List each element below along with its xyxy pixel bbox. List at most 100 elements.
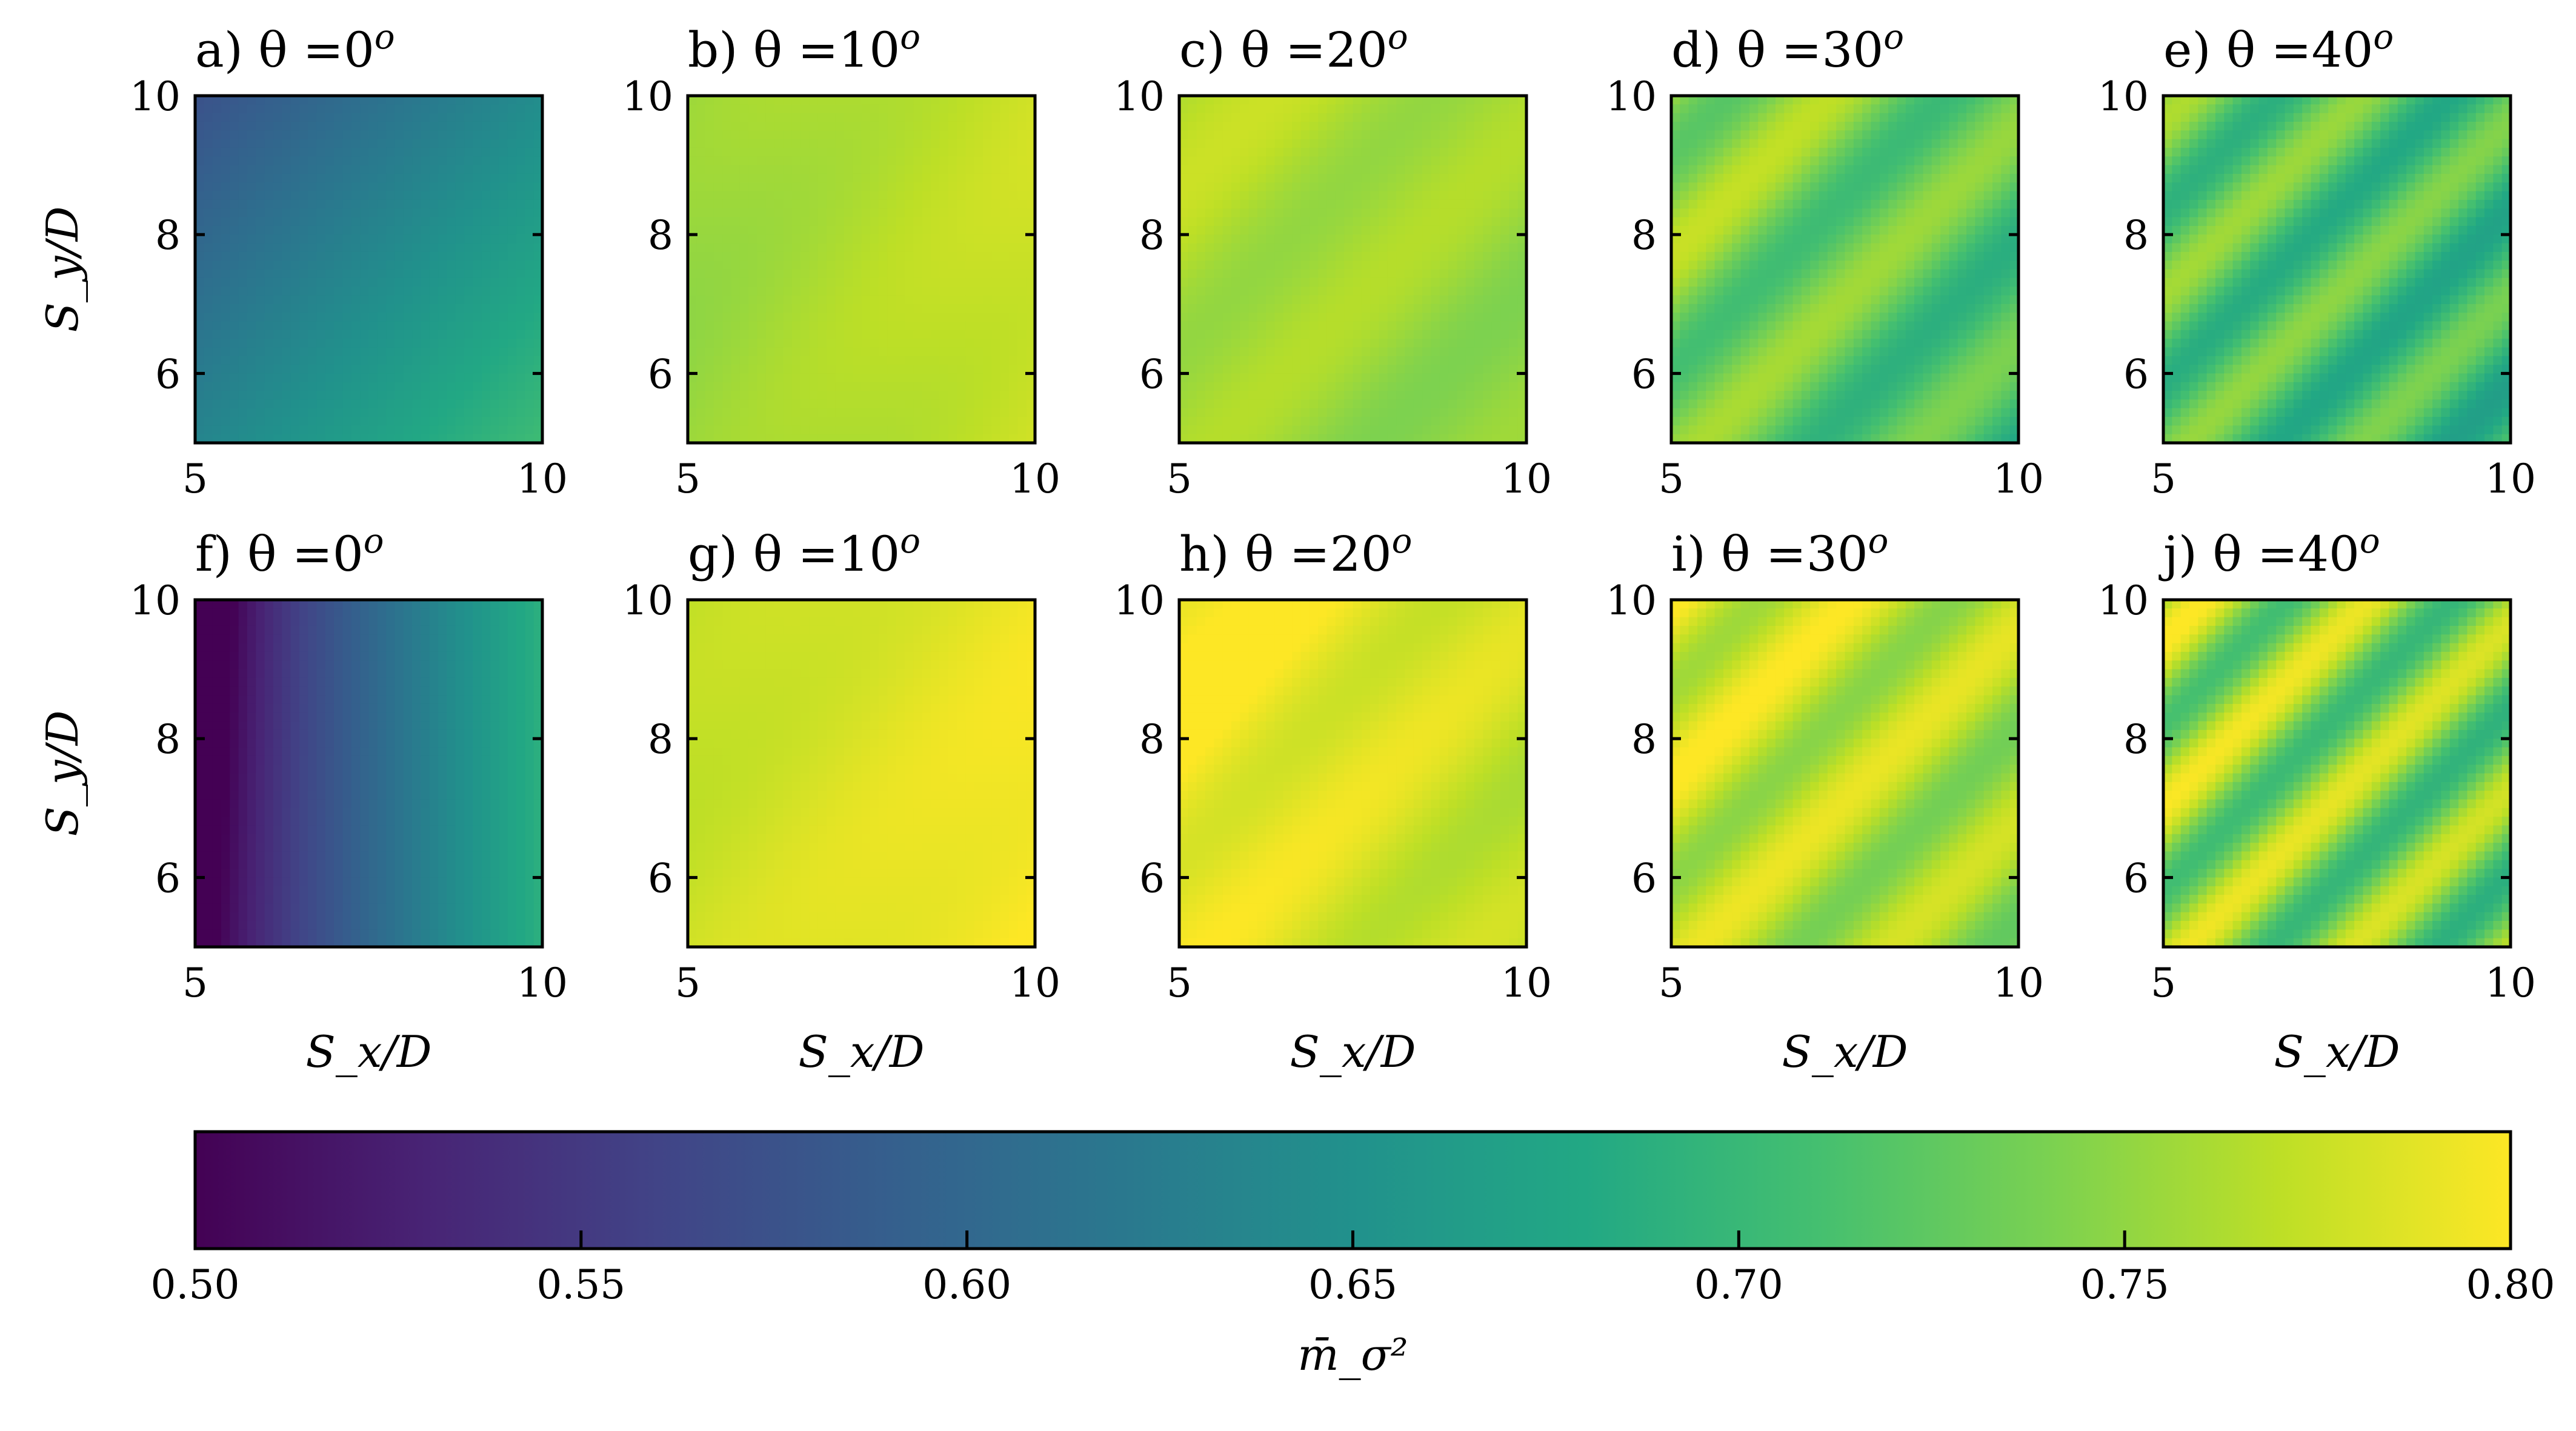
heatmap-cell [1500, 165, 1509, 174]
heatmap-cell [705, 356, 714, 365]
heatmap-cell [783, 408, 793, 417]
heatmap-cell [731, 408, 741, 417]
heatmap-cell [299, 225, 308, 235]
heatmap-cell [791, 121, 801, 131]
heatmap-cell [238, 339, 248, 348]
heatmap-cell [403, 139, 413, 148]
heatmap-cell [525, 243, 534, 253]
heatmap-cell [1292, 399, 1302, 409]
heatmap-cell [1387, 287, 1397, 296]
heatmap-cell [739, 139, 749, 148]
heatmap-cell [264, 121, 274, 131]
heatmap-cell [870, 165, 879, 174]
heatmap-cell [1680, 130, 1689, 140]
heatmap-cell [1026, 313, 1036, 322]
heatmap-cell [238, 330, 248, 339]
heatmap-cell [948, 251, 957, 261]
heatmap-cell [1370, 130, 1380, 140]
heatmap-cell [1483, 156, 1493, 166]
heatmap-cell [1688, 425, 1698, 435]
heatmap-cell [1671, 156, 1680, 166]
heatmap-cell [1370, 225, 1380, 235]
heatmap-cell [809, 96, 819, 105]
heatmap-cell [1231, 365, 1240, 374]
heatmap-cell [1196, 251, 1206, 261]
heatmap-cell [221, 417, 230, 426]
heatmap-cell [791, 182, 801, 192]
heatmap-cell [957, 382, 966, 391]
heatmap-cell [325, 382, 334, 391]
heatmap-cell [991, 156, 1001, 166]
heatmap-cell [1344, 277, 1354, 287]
heatmap-cell [507, 156, 517, 166]
heatmap-cell [1697, 139, 1706, 148]
heatmap-cell [879, 234, 888, 244]
heatmap-cell [748, 321, 758, 331]
heatmap-cell [1266, 199, 1276, 209]
heatmap-cell [377, 225, 387, 235]
heatmap-cell [412, 321, 422, 331]
heatmap-cell [939, 147, 949, 157]
heatmap-cell [516, 408, 525, 417]
heatmap-cell [342, 277, 352, 287]
heatmap-cell [1214, 225, 1223, 235]
heatmap-cell [1292, 234, 1302, 244]
heatmap-cell [421, 225, 430, 235]
heatmap-cell [1318, 321, 1328, 331]
heatmap-cell [939, 277, 949, 287]
heatmap-cell [204, 269, 213, 279]
heatmap-cell [722, 391, 732, 400]
heatmap-cell [1309, 434, 1319, 443]
heatmap-cell [1205, 104, 1214, 114]
heatmap-cell [1248, 269, 1258, 279]
heatmap-cell [991, 287, 1001, 296]
heatmap-cell [1387, 208, 1397, 218]
heatmap-cell [1500, 208, 1509, 218]
heatmap-cell [247, 287, 256, 296]
heatmap-cell [377, 408, 387, 417]
heatmap-cell [221, 243, 230, 253]
heatmap-cell [1491, 330, 1501, 339]
heatmap-cell [351, 382, 361, 391]
heatmap-cell [1257, 295, 1266, 305]
heatmap-cell [965, 261, 975, 270]
heatmap-cell [905, 295, 914, 305]
heatmap-cell [1474, 208, 1483, 218]
heatmap-cell [1500, 261, 1509, 270]
heatmap-cell [1326, 356, 1336, 365]
heatmap-cell [887, 217, 897, 227]
heatmap-cell [447, 225, 456, 235]
heatmap-cell [368, 304, 378, 313]
heatmap-cell [870, 391, 879, 400]
heatmap-cell [705, 434, 714, 443]
heatmap-cell [264, 199, 274, 209]
heatmap-cell [1017, 295, 1027, 305]
heatmap-cell [800, 382, 810, 391]
heatmap-cell [887, 339, 897, 348]
heatmap-cell [1188, 156, 1197, 166]
heatmap-cell [230, 347, 239, 357]
heatmap-cell [1361, 199, 1371, 209]
heatmap-cell [490, 330, 499, 339]
heatmap-cell [499, 113, 508, 122]
heatmap-cell [1483, 434, 1493, 443]
heatmap-cell [931, 234, 940, 244]
heatmap-cell [1205, 365, 1214, 374]
heatmap-cell [1517, 139, 1527, 148]
heatmap-cell [948, 408, 957, 417]
heatmap-cell [499, 139, 508, 148]
heatmap-cell [455, 434, 465, 443]
heatmap-cell [490, 382, 499, 391]
heatmap-cell [1422, 330, 1432, 339]
heatmap-cell [748, 225, 758, 235]
heatmap-cell [913, 321, 923, 331]
heatmap-cell [1179, 434, 1188, 443]
heatmap-cell [696, 199, 706, 209]
heatmap-cell [386, 347, 396, 357]
heatmap-cell [957, 287, 966, 296]
heatmap-cell [351, 304, 361, 313]
heatmap-cell [238, 277, 248, 287]
heatmap-cell [939, 365, 949, 374]
heatmap-cell [273, 104, 282, 114]
